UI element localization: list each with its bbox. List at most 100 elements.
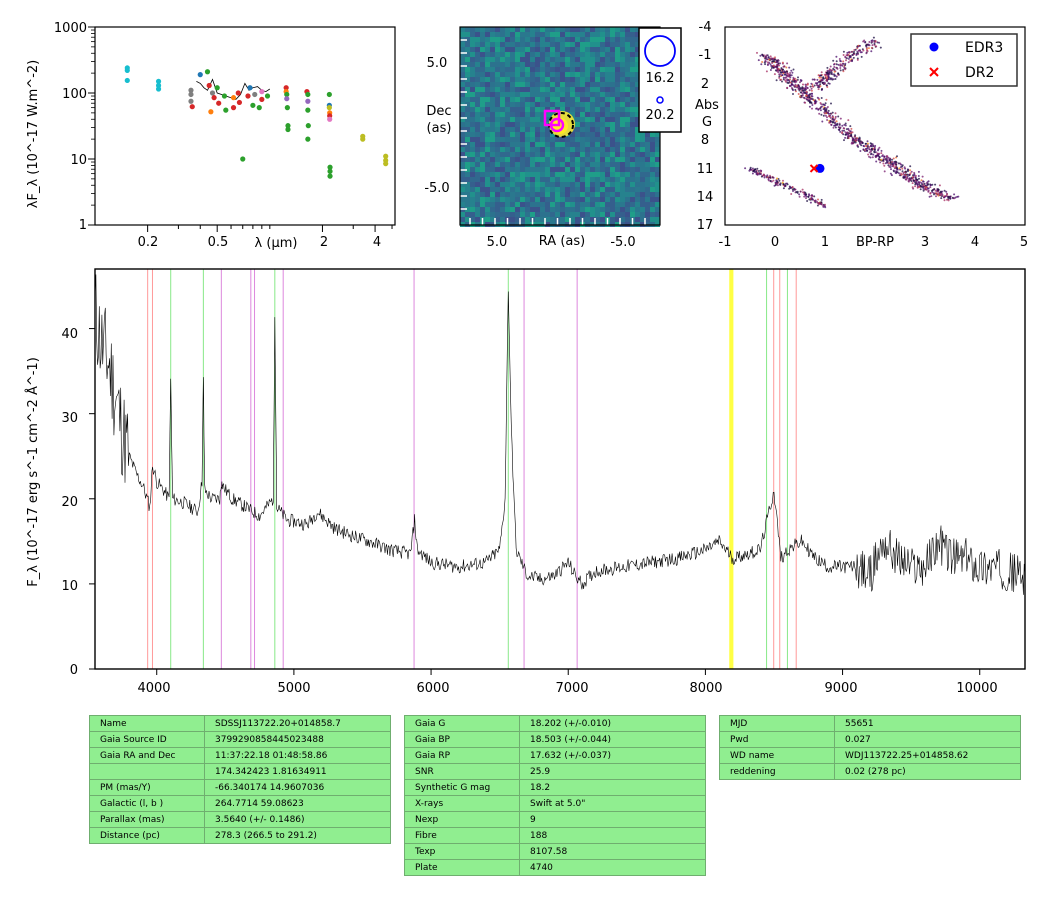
cutout-pixel (490, 87, 495, 92)
hrd-density-dot (879, 161, 882, 164)
cutout-pixel (480, 67, 485, 72)
cutout-pixel (650, 132, 655, 137)
cutout-pixel (520, 182, 525, 187)
cutout-pixel (575, 107, 580, 112)
hrd-density-dot (768, 58, 771, 61)
info-value: 18.2 (519, 779, 706, 796)
cutout-pixel (585, 217, 590, 222)
hrd-density-dot (805, 90, 808, 93)
cutout-pixel (505, 47, 510, 52)
cutout-pixel (525, 97, 530, 102)
hrd-density-dot (866, 149, 868, 152)
sed-point (209, 90, 216, 96)
hrd-density-dot (768, 62, 771, 64)
hrd-ytick: -4 (699, 20, 712, 35)
cutout-pixel (515, 152, 520, 157)
hrd-density-dot (934, 183, 937, 186)
hrd-density-dot (929, 192, 932, 195)
hrd-density-dot (857, 49, 860, 52)
hrd-density-dot (813, 195, 816, 198)
cutout-pixel (560, 72, 565, 77)
cutout-pixel (590, 42, 595, 47)
cutout-pixel (600, 202, 605, 207)
cutout-pixel (460, 92, 465, 97)
cutout-pixel (470, 87, 475, 92)
cutout-pixel (485, 102, 490, 107)
cutout-pixel (545, 92, 550, 97)
cutout-pixel (625, 192, 630, 197)
cutout-pixel (480, 177, 485, 182)
cutout-pixel (545, 142, 550, 147)
cutout-pixel (475, 87, 480, 92)
cutout-pixel (500, 152, 505, 157)
cutout-pixel (560, 42, 565, 47)
cutout-pixel (460, 87, 465, 92)
hrd-density-dot (825, 73, 828, 76)
cutout-pixel (605, 172, 610, 177)
cutout-pixel (540, 142, 545, 147)
hrd-density-dot (822, 114, 825, 117)
cutout-pixel (530, 182, 535, 187)
hrd-density-dot (784, 76, 787, 79)
cutout-pixel (645, 187, 650, 192)
cutout-pixel (620, 72, 625, 77)
cutout-pixel (545, 192, 550, 197)
hrd-density-dot (901, 167, 904, 170)
cutout-pixel (595, 202, 600, 207)
cutout-ytick: -5.0 (424, 181, 449, 196)
cutout-pixel (635, 52, 640, 57)
cutout-pixel (505, 27, 510, 32)
cutout-pixel (560, 102, 565, 107)
cutout-pixel (630, 52, 635, 57)
hrd-density-dot (939, 194, 942, 197)
cutout-pixel (565, 87, 570, 92)
cutout-pixel (550, 47, 555, 52)
hrd-density-dot (834, 115, 837, 118)
cutout-pixel (465, 87, 470, 92)
hrd-density-dot (820, 76, 823, 79)
cutout-pixel (635, 177, 640, 182)
sed-point (236, 99, 243, 106)
hrd-density-dot (777, 71, 780, 74)
cutout-pixel (515, 212, 520, 217)
legend-mag-bright: 16.2 (646, 71, 675, 86)
cutout-pixel (500, 62, 505, 67)
hrd-density-dot (792, 68, 795, 71)
cutout-pixel (540, 92, 545, 97)
cutout-pixel (625, 87, 630, 92)
hrd-density-dot (834, 124, 837, 126)
cutout-pixel (545, 32, 550, 37)
cutout-pixel (560, 142, 565, 147)
hrd-density-dot (759, 169, 762, 172)
cutout-pixel (575, 122, 580, 127)
cutout-pixel (570, 92, 575, 97)
cutout-pixel (460, 212, 465, 217)
cutout-pixel (620, 212, 625, 217)
hrd-density-dot (934, 189, 937, 192)
cutout-pixel (555, 87, 560, 92)
cutout-pixel (640, 187, 645, 192)
cutout-pixel (525, 52, 530, 57)
cutout-pixel (550, 157, 555, 162)
cutout-pixel (470, 42, 475, 47)
cutout-pixel (615, 92, 620, 97)
cutout-pixel (580, 157, 585, 162)
cutout-pixel (535, 127, 540, 132)
cutout-pixel (625, 207, 630, 212)
cutout-pixel (630, 127, 635, 132)
cutout-pixel (650, 162, 655, 167)
cutout-pixel (500, 167, 505, 172)
hrd-density-dot (889, 162, 892, 164)
cutout-pixel (580, 192, 585, 197)
cutout-pixel (605, 162, 610, 167)
cutout-pixel (630, 32, 635, 37)
cutout-pixel (535, 142, 540, 147)
sed-point (250, 102, 256, 108)
hrd-density-dot (789, 85, 791, 88)
hrd-density-dot (759, 173, 762, 176)
cutout-pixel (505, 87, 510, 92)
hrd-density-dot (855, 139, 858, 142)
cutout-pixel (635, 157, 640, 162)
cutout-pixel (525, 172, 530, 177)
hrd-density-dot (920, 182, 923, 185)
